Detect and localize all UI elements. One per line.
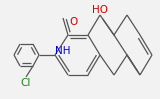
Text: HO: HO (92, 5, 108, 15)
Text: Cl: Cl (21, 78, 31, 88)
Text: NH: NH (55, 46, 71, 56)
Text: O: O (69, 17, 77, 27)
